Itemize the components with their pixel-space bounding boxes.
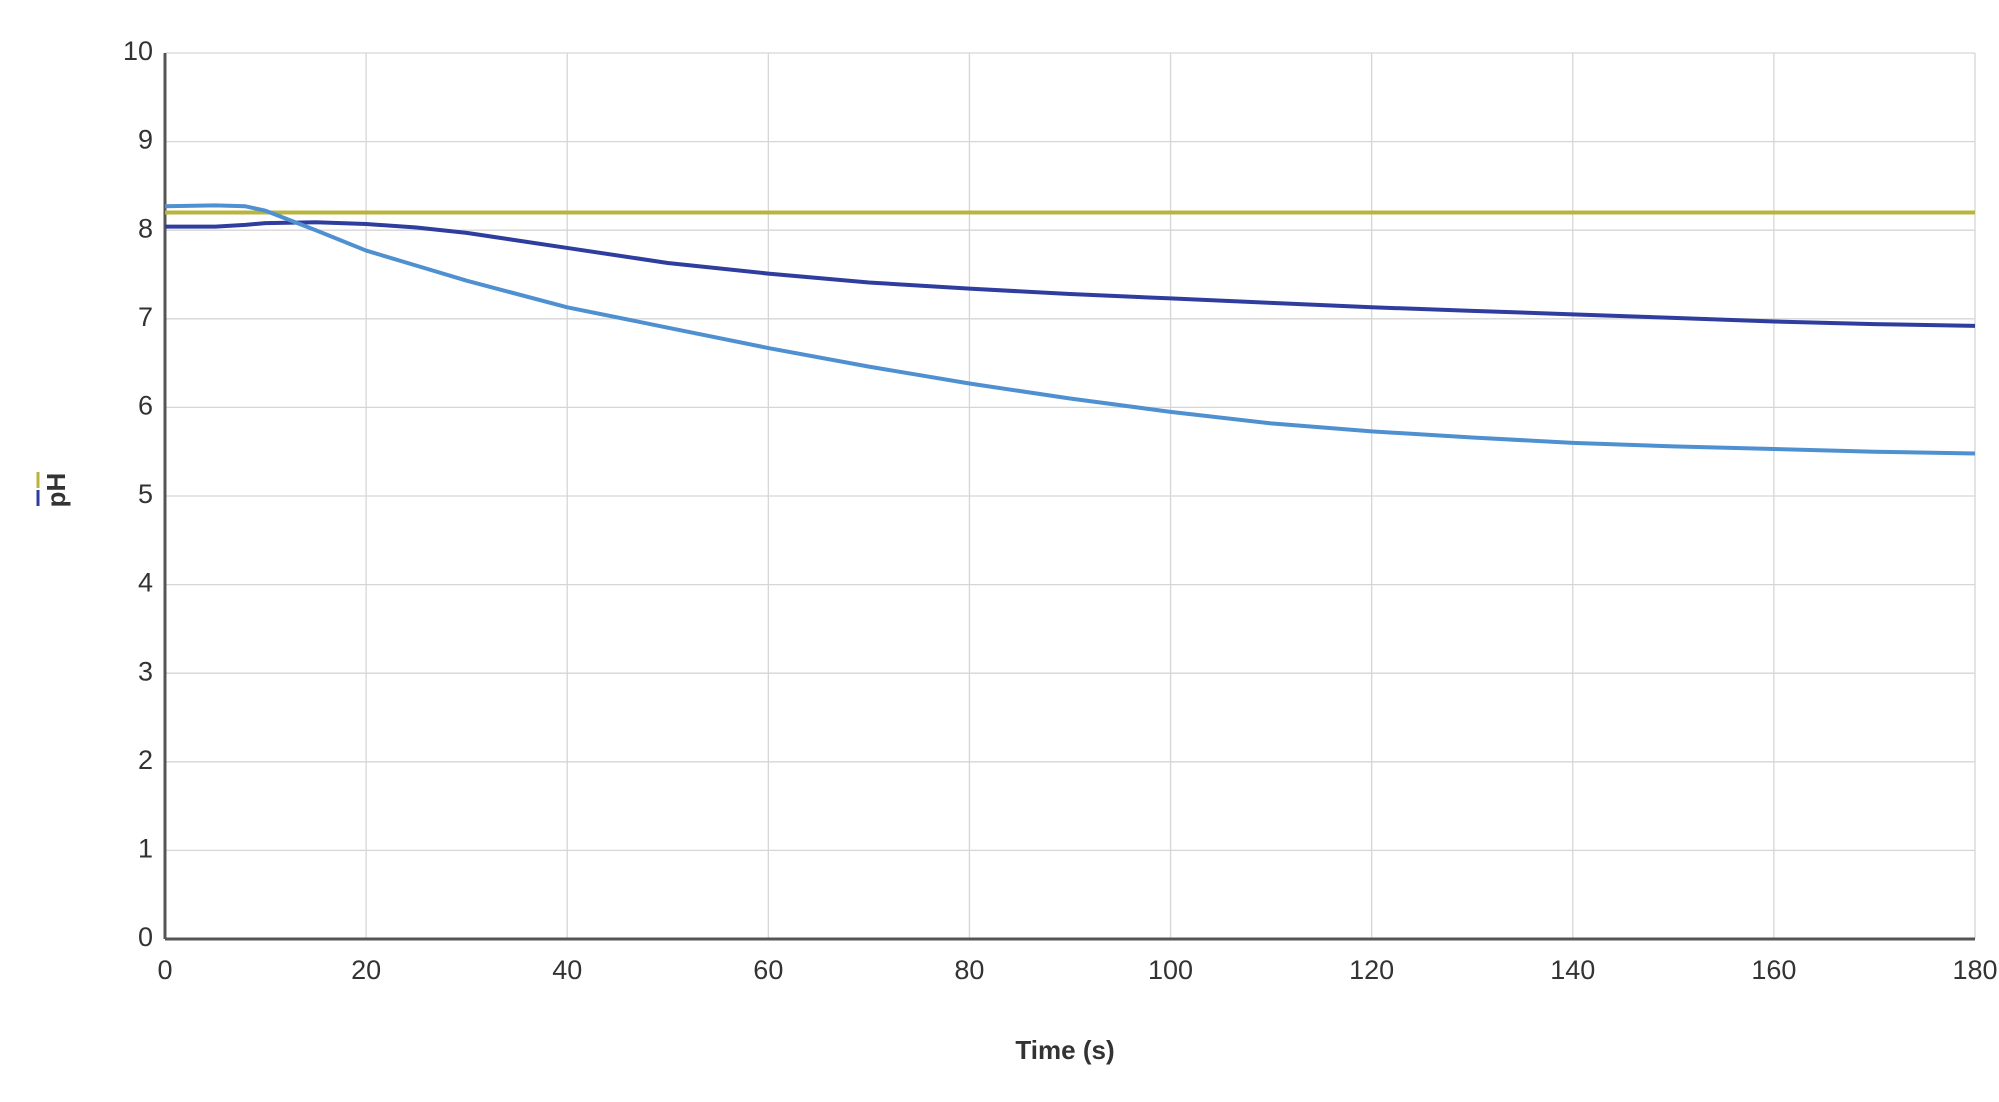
y-tick-label: 8 — [138, 213, 153, 243]
y-tick-label: 10 — [123, 36, 153, 66]
x-tick-label: 140 — [1550, 955, 1595, 985]
x-tick-label: 80 — [954, 955, 984, 985]
x-tick-label: 100 — [1148, 955, 1193, 985]
x-tick-label: 0 — [157, 955, 172, 985]
data-line — [165, 220, 1976, 328]
x-tick-label: 120 — [1349, 955, 1394, 985]
y-tick-label: 9 — [138, 125, 153, 155]
y-tick-label: 7 — [138, 302, 153, 332]
y-tick-label: 0 — [138, 922, 153, 952]
x-tick-label: 180 — [1952, 955, 1997, 985]
y-tick-label: 4 — [138, 568, 153, 598]
y-tick-label: 6 — [138, 391, 153, 421]
x-tick-label: 40 — [552, 955, 582, 985]
y-tick-label: 3 — [138, 656, 153, 686]
y-tick-label: 2 — [138, 745, 153, 775]
y-tick-label: 5 — [138, 479, 153, 509]
data-line — [164, 203, 1976, 456]
x-tick-label: 160 — [1751, 955, 1796, 985]
y-tick-label: 1 — [138, 834, 153, 864]
x-tick-label: 60 — [753, 955, 783, 985]
x-tick-label: 20 — [351, 955, 381, 985]
y-axis-title: pH — [41, 473, 71, 508]
x-axis-title: Time (s) — [1015, 1035, 1114, 1065]
